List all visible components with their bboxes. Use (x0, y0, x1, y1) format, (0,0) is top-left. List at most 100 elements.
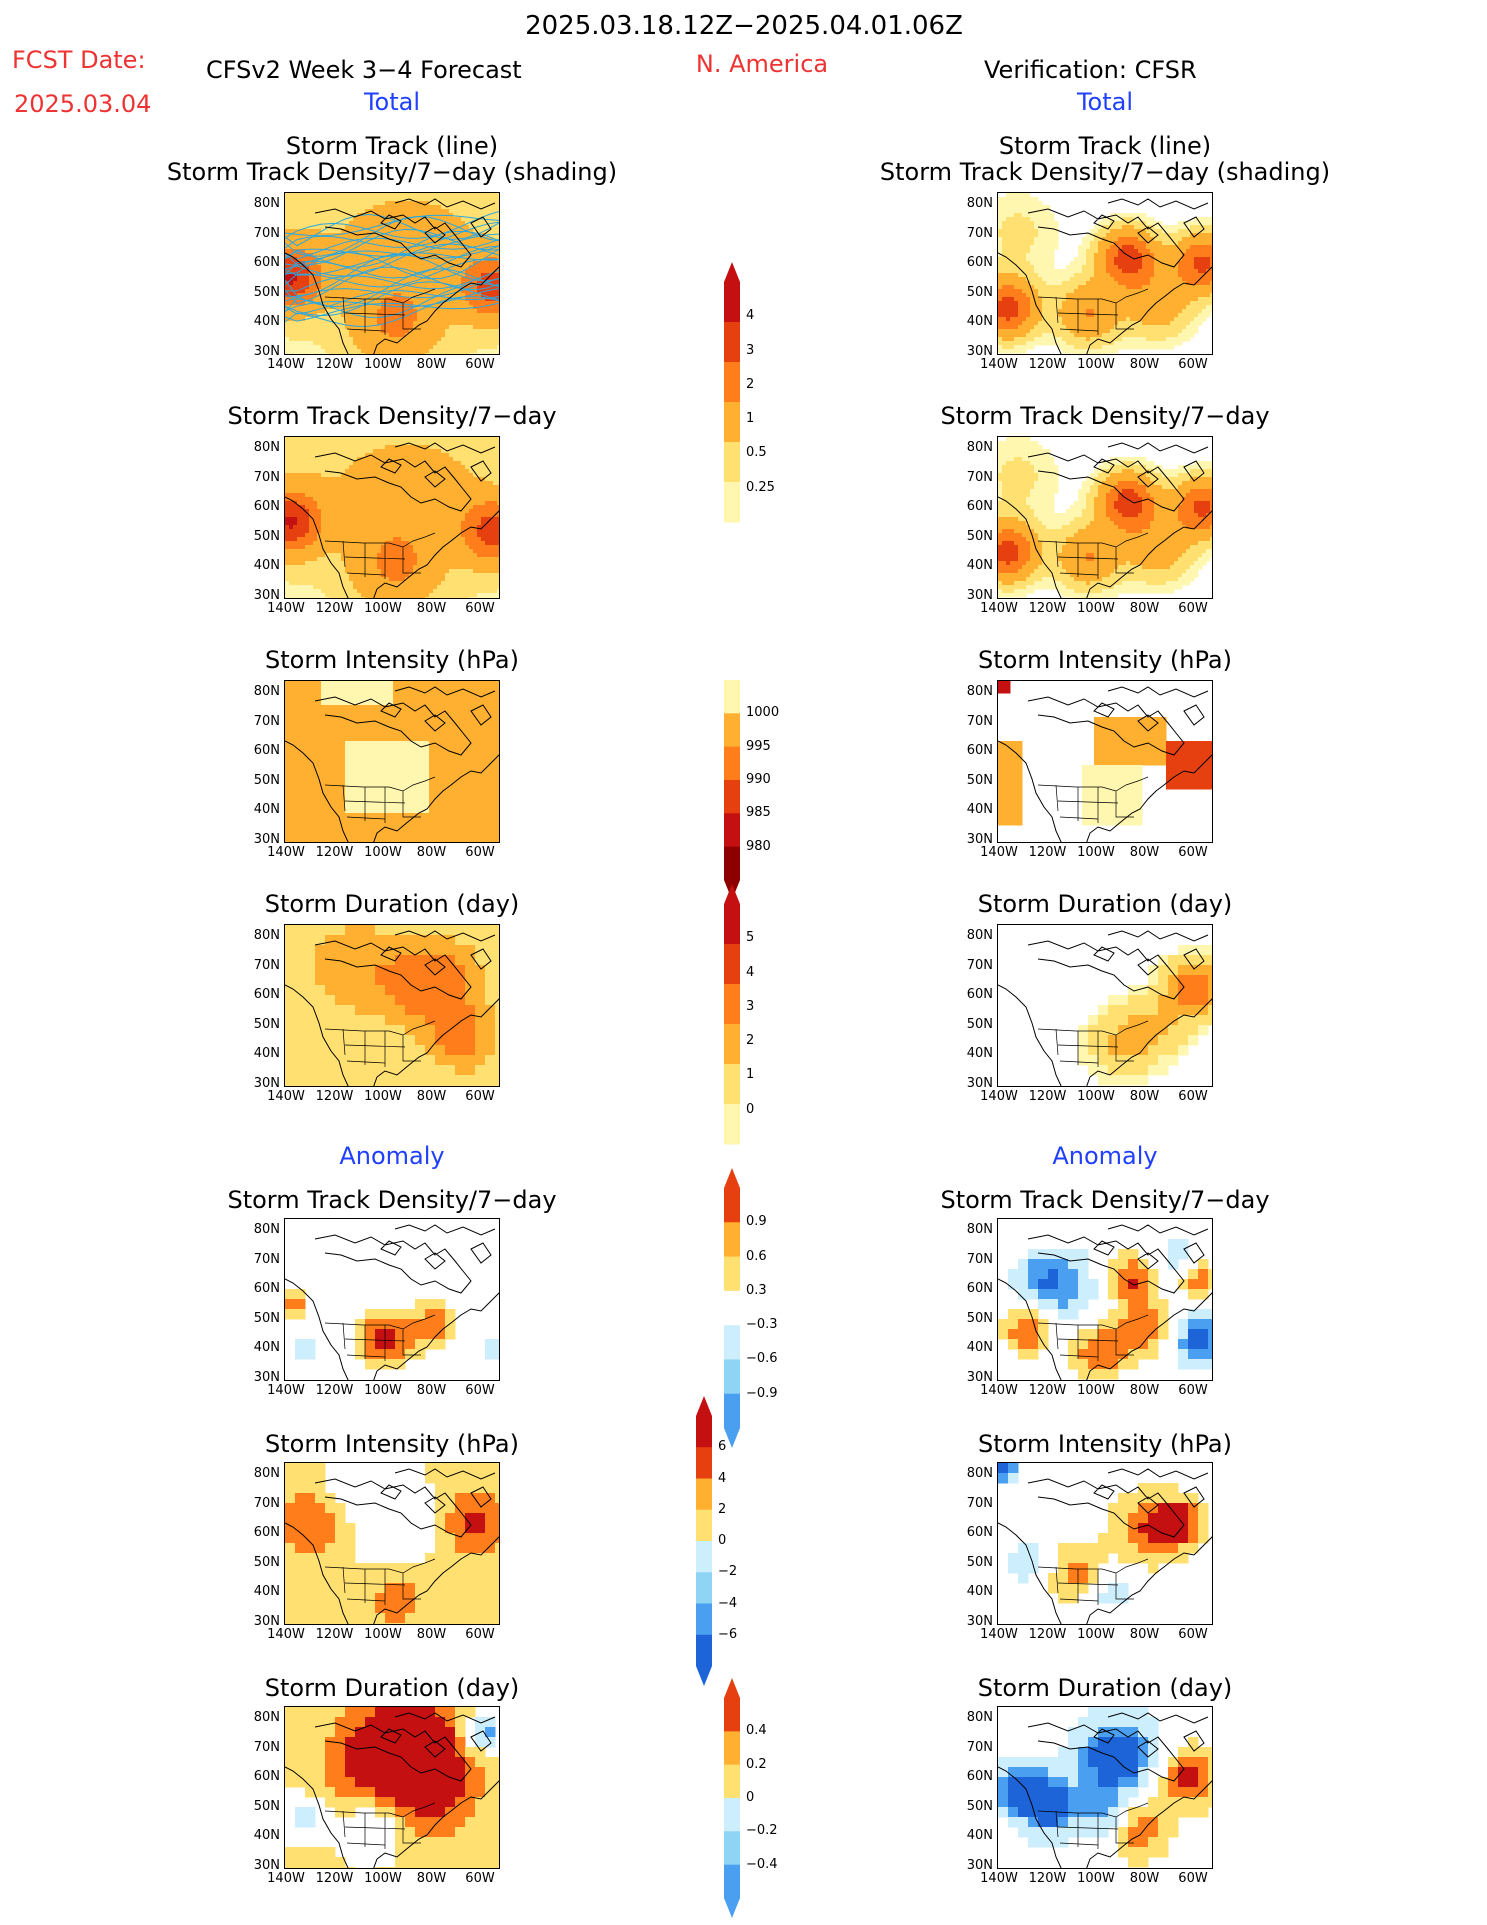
colorbar-label: 995 (746, 738, 771, 754)
lat-label: 40N (966, 558, 993, 573)
panel-title-intensity-anom-right: Storm Intensity (hPa) (978, 1430, 1232, 1458)
lat-label: 70N (253, 1251, 280, 1267)
lat-label: 40N (253, 1046, 280, 1061)
panel-title-density-anom-right: Storm Track Density/7−day (940, 1186, 1270, 1214)
map-intensity-right-svg (998, 681, 1212, 842)
lat-label: 40N (253, 558, 280, 573)
colorbar-intensity-anom (694, 1396, 714, 1690)
colorbar-density-anom (722, 1168, 742, 1452)
panel-title-intensity-right: Storm Intensity (hPa) (978, 646, 1232, 674)
lon-label: 140W (980, 1089, 1018, 1104)
lat-label: 30N (966, 1075, 993, 1091)
lat-label: 80N (253, 440, 280, 455)
lon-label: 100W (364, 1871, 402, 1886)
colorbar-label: 0 (718, 1533, 727, 1548)
verification-title: Verification: CFSR (984, 56, 1197, 84)
map-intensity-anom-left-svg (285, 1463, 499, 1624)
colorbar-label: 985 (746, 805, 771, 821)
lat-label: 40N (253, 1828, 280, 1843)
lat-label: 50N (966, 1016, 993, 1032)
time-range-title: 2025.03.18.12Z−2025.04.01.06Z (525, 11, 963, 41)
colorbar-label: 2 (746, 376, 755, 392)
lon-label: 120W (1028, 845, 1067, 860)
lon-label: 80W (1129, 1383, 1160, 1398)
lon-label: 120W (315, 1871, 354, 1886)
lon-label: 120W (315, 1089, 354, 1104)
lon-label: 80W (416, 1383, 447, 1398)
colorbar-label: 1 (746, 411, 755, 427)
lon-label: 60W (1178, 845, 1208, 860)
panel-title-density-anom-left: Storm Track Density/7−day (227, 1186, 557, 1214)
fcst-date: 2025.03.04 (14, 90, 152, 118)
colorbar-label: 0.2 (746, 1756, 767, 1772)
colorbar-label: 0.4 (746, 1723, 767, 1739)
map-duration-right-svg (998, 930, 1212, 1086)
lat-label: 40N (966, 1584, 993, 1599)
lat-label: 30N (966, 1369, 993, 1385)
lon-label: 60W (1178, 1383, 1208, 1398)
lon-label: 80W (1129, 845, 1160, 860)
panel-title-track-line-right: Storm Track (line) (998, 132, 1212, 160)
lon-label: 120W (315, 357, 354, 372)
lon-label: 60W (465, 1383, 495, 1398)
colorbar-label: 0.5 (746, 445, 767, 461)
model-title: CFSv2 Week 3−4 Forecast (206, 56, 522, 84)
panel-title-density-right: Storm Track Density/7−day (940, 402, 1270, 430)
lat-label: 50N (253, 1798, 280, 1814)
lon-label: 80W (1129, 601, 1160, 616)
map-intensity-right (997, 680, 1213, 843)
lat-label: 60N (253, 255, 280, 270)
colorbar-label: 0.9 (746, 1214, 767, 1230)
lat-label: 30N (966, 831, 993, 847)
panel-title-duration-left: Storm Duration (day) (264, 890, 520, 918)
colorbar-label: −0.9 (746, 1385, 778, 1401)
colorbar-label: −0.4 (746, 1856, 778, 1872)
lon-label: 80W (416, 357, 447, 372)
lat-label: 50N (966, 284, 993, 300)
lon-label: 120W (1028, 1871, 1067, 1886)
lon-label: 100W (364, 1089, 402, 1104)
colorbar-label: 6 (718, 1439, 727, 1455)
lat-label: 80N (253, 928, 280, 943)
lat-label: 70N (966, 1739, 993, 1755)
colorbar-label: 0.3 (746, 1282, 767, 1298)
lon-label: 100W (1077, 1383, 1115, 1398)
anomaly-label-right: Anomaly (1052, 1142, 1158, 1170)
map-duration-anom-left-svg (285, 1707, 499, 1868)
lon-label: 60W (465, 357, 495, 372)
lon-label: 100W (364, 357, 402, 372)
lat-label: 50N (966, 528, 993, 544)
panel-title-duration-right: Storm Duration (day) (977, 890, 1233, 918)
lat-label: 70N (966, 469, 993, 485)
lon-label: 80W (416, 601, 447, 616)
lat-label: 80N (253, 1466, 280, 1481)
colorbar-label: −0.6 (746, 1351, 778, 1367)
lat-label: 70N (966, 957, 993, 973)
lon-label: 140W (980, 1383, 1018, 1398)
lat-label: 30N (966, 587, 993, 603)
colorbar-label: 0.6 (746, 1248, 767, 1264)
lat-label: 50N (253, 1016, 280, 1032)
total-label-right: Total (1076, 88, 1134, 116)
lat-label: 60N (966, 1525, 993, 1540)
lat-label: 70N (966, 713, 993, 729)
lat-label: 60N (966, 743, 993, 758)
colorbar-label: 0 (746, 1790, 755, 1805)
map-track-left-svg (285, 193, 499, 354)
lat-label: 70N (253, 957, 280, 973)
lon-label: 140W (980, 1627, 1018, 1642)
lat-label: 40N (966, 314, 993, 329)
lon-label: 140W (267, 845, 305, 860)
map-duration-right (997, 924, 1213, 1087)
lon-label: 60W (465, 601, 495, 616)
lon-label: 60W (1178, 1089, 1208, 1104)
colorbar-label: 4 (746, 308, 755, 324)
lon-label: 80W (416, 845, 447, 860)
panel-title-duration-anom-right: Storm Duration (day) (977, 1674, 1233, 1702)
map-density-anom-right (997, 1218, 1213, 1381)
lat-label: 80N (966, 440, 993, 455)
map-density-anom-left-svg (285, 1224, 499, 1380)
lat-label: 80N (966, 196, 993, 211)
lat-label: 50N (253, 1310, 280, 1326)
colorbar-duration-anom (722, 1678, 742, 1922)
